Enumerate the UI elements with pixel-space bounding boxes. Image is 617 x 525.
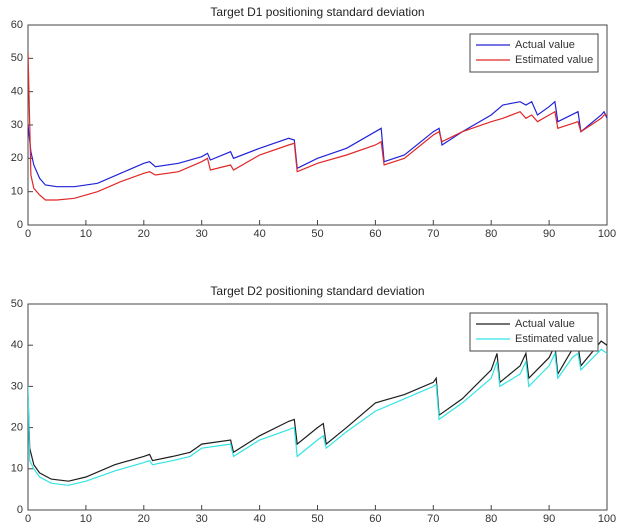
x-tick-label: 100 xyxy=(598,228,616,240)
series-line xyxy=(28,51,607,201)
series-line xyxy=(28,340,607,482)
x-tick-label: 70 xyxy=(427,228,439,240)
x-tick-label: 30 xyxy=(196,513,208,525)
y-tick-label: 60 xyxy=(11,19,23,31)
x-tick-label: 10 xyxy=(80,513,92,525)
series-line xyxy=(28,348,607,486)
x-tick-label: 0 xyxy=(25,228,31,240)
y-tick-label: 50 xyxy=(11,52,23,64)
x-tick-label: 90 xyxy=(543,513,555,525)
chart-title: Target D1 positioning standard deviation xyxy=(210,5,424,19)
y-tick-label: 30 xyxy=(11,380,23,392)
x-tick-label: 30 xyxy=(196,228,208,240)
y-tick-label: 0 xyxy=(17,504,23,516)
legend-label: Estimated value xyxy=(515,54,593,66)
y-tick-label: 10 xyxy=(11,463,23,475)
x-tick-label: 20 xyxy=(138,513,150,525)
chart-title: Target D2 positioning standard deviation xyxy=(210,284,424,298)
x-tick-label: 50 xyxy=(311,513,323,525)
x-tick-label: 40 xyxy=(253,513,265,525)
x-tick-label: 0 xyxy=(25,513,31,525)
x-tick-label: 20 xyxy=(138,228,150,240)
legend-box xyxy=(469,33,599,73)
y-tick-label: 30 xyxy=(11,119,23,131)
x-tick-label: 60 xyxy=(369,228,381,240)
y-tick-label: 50 xyxy=(11,298,23,310)
legend-label: Estimated value xyxy=(515,333,593,345)
legend-label: Actual value xyxy=(515,318,575,330)
y-tick-label: 40 xyxy=(11,339,23,351)
x-tick-label: 90 xyxy=(543,228,555,240)
series-line xyxy=(28,100,607,188)
x-tick-label: 100 xyxy=(598,513,616,525)
x-tick-label: 60 xyxy=(369,513,381,525)
x-tick-label: 70 xyxy=(427,513,439,525)
x-tick-label: 10 xyxy=(80,228,92,240)
y-tick-label: 10 xyxy=(11,186,23,198)
x-tick-label: 80 xyxy=(485,513,497,525)
x-tick-label: 50 xyxy=(311,228,323,240)
y-tick-label: 0 xyxy=(17,219,23,231)
y-tick-label: 20 xyxy=(11,422,23,434)
y-tick-label: 40 xyxy=(11,86,23,98)
x-tick-label: 80 xyxy=(485,228,497,240)
y-tick-label: 20 xyxy=(11,152,23,164)
x-tick-label: 40 xyxy=(253,228,265,240)
legend-label: Actual value xyxy=(515,39,575,51)
legend-box xyxy=(469,312,599,352)
